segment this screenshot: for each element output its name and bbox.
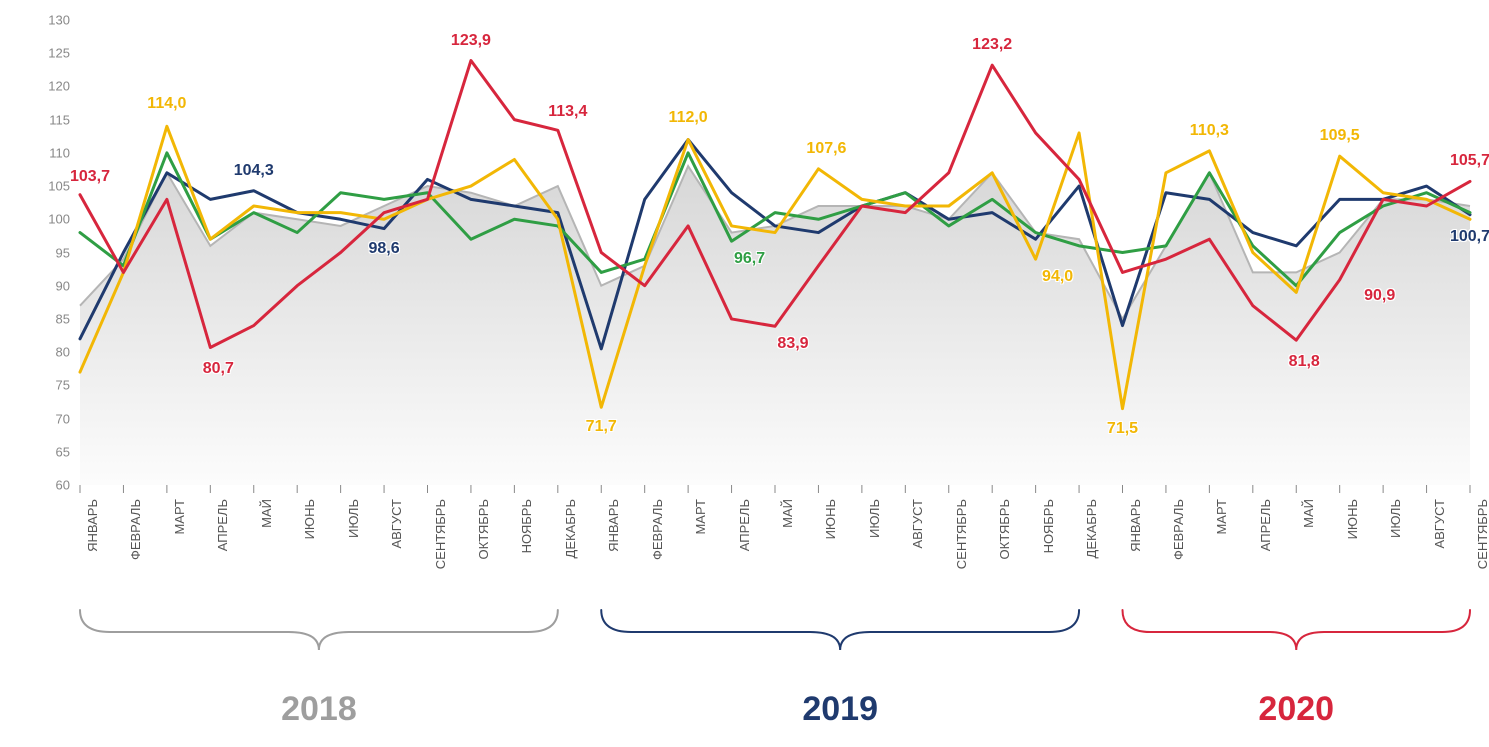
x-tick-label: ИЮНЬ xyxy=(1345,499,1360,539)
x-tick-label: ФЕВРАЛЬ xyxy=(650,499,665,560)
y-tick-label: 80 xyxy=(30,345,70,360)
x-tick-label: АВГУСТ xyxy=(389,499,404,549)
y-tick-label: 70 xyxy=(30,411,70,426)
value-label: 123,9 xyxy=(451,32,491,50)
y-tick-label: 110 xyxy=(30,145,70,160)
value-label: 71,5 xyxy=(1107,420,1138,438)
x-tick-label: ДЕКАБРЬ xyxy=(563,499,578,558)
x-tick-label: АПРЕЛЬ xyxy=(1258,499,1273,551)
y-tick-label: 85 xyxy=(30,311,70,326)
x-tick-label: ИЮЛЬ xyxy=(346,499,361,538)
year-brace xyxy=(80,610,558,650)
year-label: 2019 xyxy=(802,690,878,729)
x-tick-label: ОКТЯБРЬ xyxy=(476,499,491,559)
x-tick-label: МАРТ xyxy=(1214,499,1229,535)
y-tick-label: 65 xyxy=(30,444,70,459)
x-tick-label: АПРЕЛЬ xyxy=(737,499,752,551)
x-tick-label: ЯНВАРЬ xyxy=(85,499,100,552)
value-label: 96,7 xyxy=(734,250,765,268)
x-tick-label: ИЮЛЬ xyxy=(1388,499,1403,538)
value-label: 100,7 xyxy=(1450,228,1489,246)
y-tick-label: 100 xyxy=(30,212,70,227)
x-tick-label: МАРТ xyxy=(172,499,187,535)
x-tick-label: ФЕВРАЛЬ xyxy=(1171,499,1186,560)
x-tick-label: СЕНТЯБРЬ xyxy=(433,499,448,569)
x-tick-label: СЕНТЯБРЬ xyxy=(954,499,969,569)
x-tick-label: ИЮЛЬ xyxy=(867,499,882,538)
y-tick-label: 115 xyxy=(30,112,70,127)
value-label: 90,9 xyxy=(1364,287,1395,305)
x-tick-label: МАРТ xyxy=(693,499,708,535)
value-label: 71,7 xyxy=(586,418,617,436)
y-tick-label: 95 xyxy=(30,245,70,260)
x-tick-label: НОЯБРЬ xyxy=(519,499,534,553)
value-label: 103,7 xyxy=(70,168,110,186)
y-tick-label: 90 xyxy=(30,278,70,293)
value-label: 123,2 xyxy=(972,36,1012,54)
value-label: 105,7 xyxy=(1450,152,1489,170)
x-tick-label: МАЙ xyxy=(1301,499,1316,528)
value-label: 98,6 xyxy=(368,240,399,258)
value-label: 80,7 xyxy=(203,360,234,378)
value-label: 83,9 xyxy=(777,335,808,353)
x-tick-label: ЯНВАРЬ xyxy=(1128,499,1143,552)
x-tick-label: ФЕВРАЛЬ xyxy=(128,499,143,560)
year-brace xyxy=(601,610,1079,650)
x-tick-label: ИЮНЬ xyxy=(823,499,838,539)
x-tick-label: ИЮНЬ xyxy=(302,499,317,539)
year-label: 2018 xyxy=(281,690,357,729)
x-tick-label: ДЕКАБРЬ xyxy=(1084,499,1099,558)
y-tick-label: 120 xyxy=(30,79,70,94)
y-tick-label: 125 xyxy=(30,46,70,61)
value-label: 114,0 xyxy=(147,95,186,113)
x-tick-label: СЕНТЯБРЬ xyxy=(1475,499,1489,569)
value-label: 112,0 xyxy=(669,109,708,127)
y-tick-label: 105 xyxy=(30,179,70,194)
chart-root: 60 65 70 75 80 85 90 95 100 105 110 115 120 125 130 103… xyxy=(0,0,1489,747)
x-tick-label: НОЯБРЬ xyxy=(1041,499,1056,553)
x-tick-label: АПРЕЛЬ xyxy=(215,499,230,551)
x-tick-label: МАЙ xyxy=(259,499,274,528)
value-label: 109,5 xyxy=(1320,127,1360,145)
x-tick-label: АВГУСТ xyxy=(910,499,925,549)
value-label: 81,8 xyxy=(1289,353,1320,371)
value-label: 94,0 xyxy=(1042,268,1073,286)
year-label: 2020 xyxy=(1258,690,1334,729)
x-tick-label: ЯНВАРЬ xyxy=(606,499,621,552)
x-tick-label: МАЙ xyxy=(780,499,795,528)
x-tick-label: АВГУСТ xyxy=(1432,499,1447,549)
value-label: 113,4 xyxy=(548,103,587,121)
y-tick-label: 75 xyxy=(30,378,70,393)
value-label: 104,3 xyxy=(234,162,274,180)
value-label: 110,3 xyxy=(1190,122,1229,140)
y-tick-label: 130 xyxy=(30,13,70,28)
x-tick-label: ОКТЯБРЬ xyxy=(997,499,1012,559)
y-tick-label: 60 xyxy=(30,478,70,493)
value-label: 107,6 xyxy=(806,140,846,158)
year-brace xyxy=(1123,610,1471,650)
